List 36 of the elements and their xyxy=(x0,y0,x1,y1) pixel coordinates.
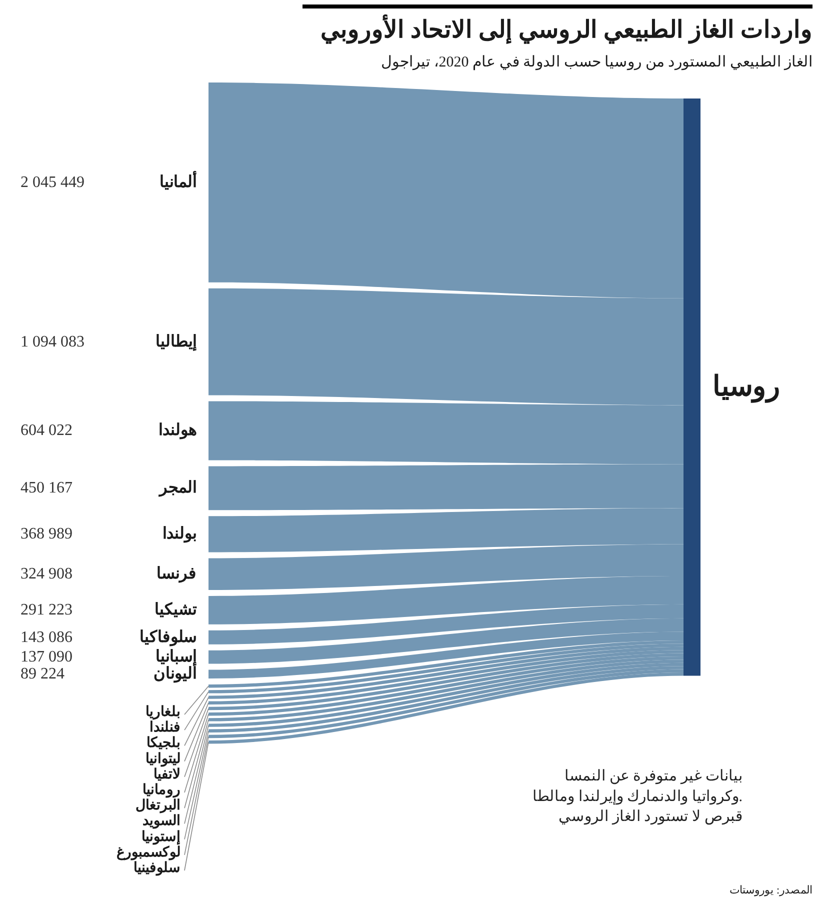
category-label: فرنسا xyxy=(156,566,196,584)
text: روسيا xyxy=(712,372,780,404)
category-label: هولندا xyxy=(158,422,196,440)
data-label: 368 989 xyxy=(20,526,72,543)
category-label: سلوفينيا xyxy=(134,861,180,876)
data-label: 604 022 xyxy=(20,422,72,440)
category-label: بلغاريا xyxy=(146,705,180,720)
category-label: فنلندا xyxy=(150,720,180,736)
category-label: إستونيا xyxy=(142,830,180,846)
category-label: ليتوانيا xyxy=(146,752,180,767)
text: الغاز الطبيعي المستورد من روسيا حسب الدولة في عام 2020، تيراجول xyxy=(381,54,812,70)
category-label: بلجيكا xyxy=(146,735,180,752)
data-label: 137 090 xyxy=(20,648,72,666)
category-label: لاتفيا xyxy=(154,767,180,782)
category-label: تشيكيا xyxy=(154,602,198,619)
category-label: المجر xyxy=(158,480,196,498)
text: واردات الغاز الطبيعي الروسي إلى الاتحاد الأوروبي xyxy=(320,12,812,44)
data-label: 1 094 083 xyxy=(20,333,84,350)
category-label: إيطاليا xyxy=(156,333,196,350)
data-label: 2 045 449 xyxy=(20,174,84,191)
category-label: رومانيا xyxy=(142,783,180,798)
category-label: ألمانيا xyxy=(160,170,196,191)
category-label: إسبانيا xyxy=(156,648,196,666)
data-label: 291 223 xyxy=(20,602,72,619)
category-label: لوكسمبورغ xyxy=(116,844,180,860)
category-label: بولندا xyxy=(162,526,196,544)
category-label: البرتغال xyxy=(136,798,180,814)
data-label: 89 224 xyxy=(20,666,64,683)
data-label: 324 908 xyxy=(20,566,72,583)
category-label: اليونان xyxy=(154,666,196,684)
category-label: سلوفاكيا xyxy=(140,628,196,647)
data-label: 143 086 xyxy=(20,628,72,646)
text: المصدر: يوروستات xyxy=(730,884,813,896)
text: بيانات غير متوفرة عن النمسا وكرواتيا والدنمارك وإيرلندا ومالطا. قبرص لا تستورد الغاز الروسي xyxy=(532,768,742,825)
category-label: السويد xyxy=(142,814,180,830)
data-label: 450 167 xyxy=(20,480,72,497)
